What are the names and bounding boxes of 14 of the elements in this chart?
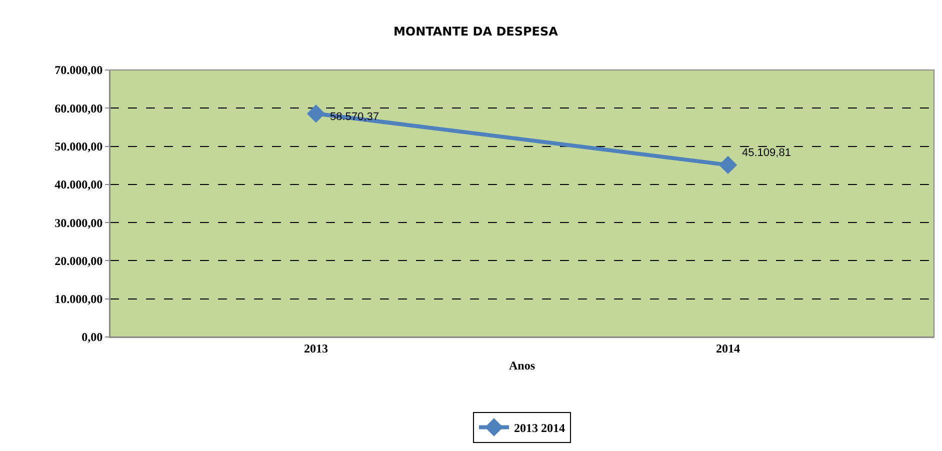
x-tick-label: 2014 — [716, 341, 740, 356]
y-tick-label: 40.000,00 — [54, 178, 103, 192]
y-tick-label: 30.000,00 — [54, 216, 103, 230]
y-tick-label: 50.000,00 — [54, 139, 103, 154]
y-tick-label: 0,00 — [82, 330, 103, 344]
data-label: 45.109,81 — [742, 147, 791, 159]
x-axis-title: Anos — [508, 358, 536, 372]
legend-label: 2013 2014 — [514, 420, 565, 435]
x-tick-label: 2013 — [304, 341, 328, 356]
y-tick-label: 20.000,00 — [54, 254, 103, 268]
y-tick-label: 10.000,00 — [54, 292, 103, 306]
y-tick-label: 60.000,00 — [54, 101, 103, 116]
chart-title: MONTANTE DA DESPESA — [393, 24, 559, 38]
y-tick-label: 70.000,00 — [54, 63, 103, 78]
